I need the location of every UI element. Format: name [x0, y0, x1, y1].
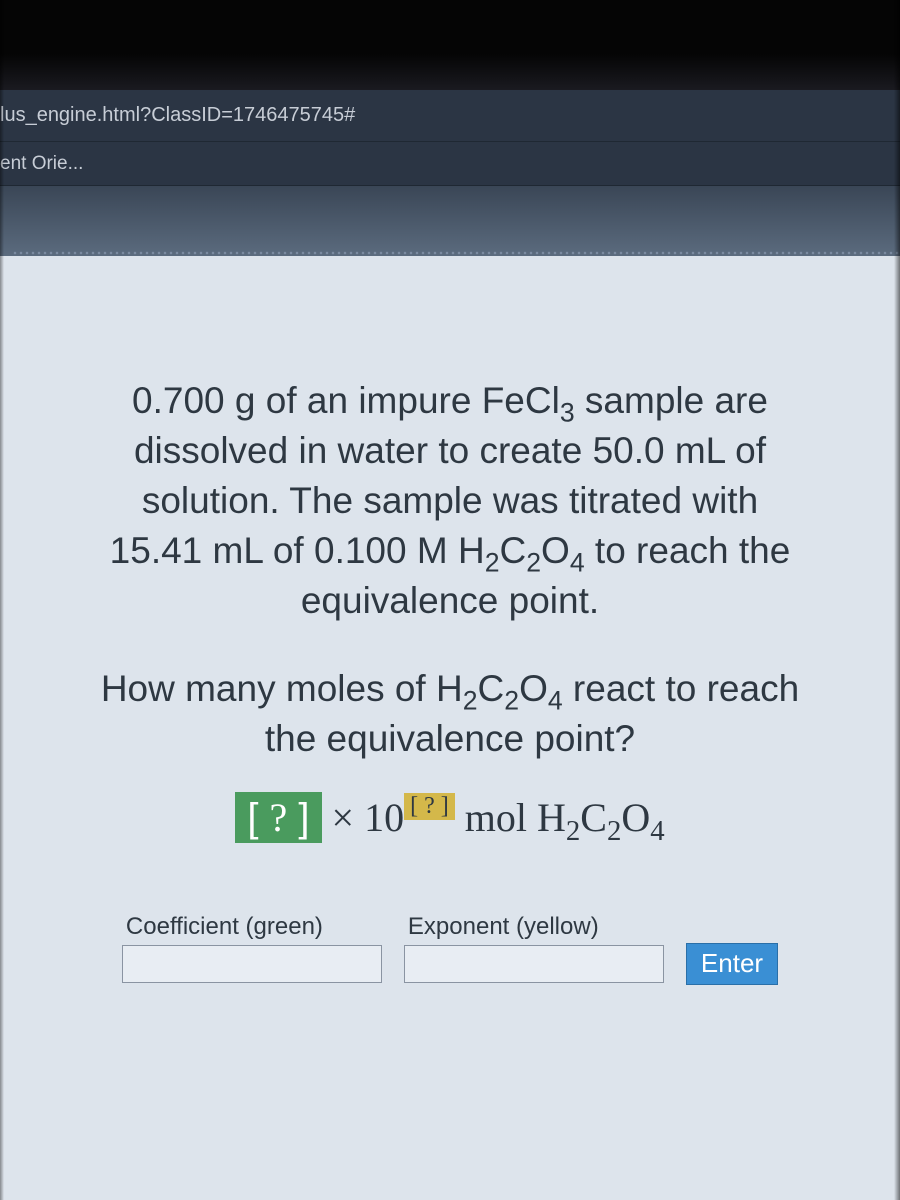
bookmarks-bar: ent Orie...	[0, 142, 900, 186]
problem-line4-mid1: C	[500, 530, 527, 571]
answer-template: [ ? ] × 10[ ? ] mol H2C2O4	[28, 792, 872, 843]
problem-line1-sub: 3	[560, 397, 575, 427]
question-line2: the equivalence point?	[265, 718, 635, 759]
exponent-input[interactable]	[404, 945, 664, 983]
problem-line4-mid2: O	[541, 530, 570, 571]
page-header-gap	[0, 186, 900, 256]
address-bar-row: lus_engine.html?ClassID=1746475745#	[0, 90, 900, 142]
problem-line2: dissolved in water to create 50.0 mL of	[134, 430, 766, 471]
problem-line5: equivalence point.	[301, 580, 599, 621]
problem-statement: 0.700 g of an impure FeCl3 sample are di…	[28, 376, 872, 626]
question-line1-sub3: 4	[548, 685, 563, 715]
question-line1-sub1: 2	[463, 685, 478, 715]
coefficient-input[interactable]	[122, 945, 382, 983]
enter-button[interactable]: Enter	[686, 943, 778, 985]
exponent-label: Exponent (yellow)	[404, 913, 664, 941]
question-line1-mid1: C	[478, 668, 505, 709]
problem-line1-pre: 0.700 g of an impure FeCl	[132, 380, 560, 421]
question-line1-sub2: 2	[504, 685, 519, 715]
problem-line4-post: to reach the	[585, 530, 791, 571]
unit-sub3: 4	[650, 815, 664, 847]
question-line1-mid2: O	[519, 668, 548, 709]
problem-line4-sub2: 2	[526, 547, 541, 577]
coefficient-label: Coefficient (green)	[122, 913, 382, 941]
exponent-input-group: Exponent (yellow)	[404, 913, 664, 983]
browser-chrome: lus_engine.html?ClassID=1746475745# ent …	[0, 90, 900, 186]
bookmark-item[interactable]: ent Orie...	[0, 153, 83, 175]
times-symbol: ×	[332, 794, 355, 841]
problem-line4-sub1: 2	[485, 547, 500, 577]
problem-line4-sub3: 4	[570, 547, 585, 577]
problem-line1-post: sample are	[575, 380, 768, 421]
question-line1-post: react to reach	[563, 668, 800, 709]
unit-sub1: 2	[566, 815, 580, 847]
coefficient-input-group: Coefficient (green)	[122, 913, 382, 983]
screen-vignette-left	[0, 0, 4, 1200]
exponent-placeholder-box: [ ? ]	[404, 793, 455, 820]
url-fragment[interactable]: lus_engine.html?ClassID=1746475745#	[0, 104, 355, 127]
unit-formula: mol H2C2O4	[465, 794, 665, 841]
question-line1-pre: How many moles of H	[101, 668, 463, 709]
coef-qmark: ?	[270, 795, 288, 840]
unit-mid2: O	[621, 795, 650, 840]
screen-vignette-right	[894, 0, 900, 1200]
unit-mid1: C	[580, 795, 607, 840]
coefficient-placeholder-box: [ ? ]	[235, 792, 321, 843]
monitor-bezel-top	[0, 0, 900, 90]
problem-panel: 0.700 g of an impure FeCl3 sample are di…	[0, 256, 900, 1200]
unit-pre: mol H	[465, 795, 566, 840]
problem-line4-pre: 15.41 mL of 0.100 M H	[110, 530, 485, 571]
answer-inputs-row: Coefficient (green) Exponent (yellow) En…	[28, 913, 872, 983]
problem-line3: solution. The sample was titrated with	[142, 480, 758, 521]
base-ten: 10	[364, 795, 404, 840]
unit-sub2: 2	[607, 815, 621, 847]
question-text: How many moles of H2C2O4 react to reach …	[28, 664, 872, 764]
